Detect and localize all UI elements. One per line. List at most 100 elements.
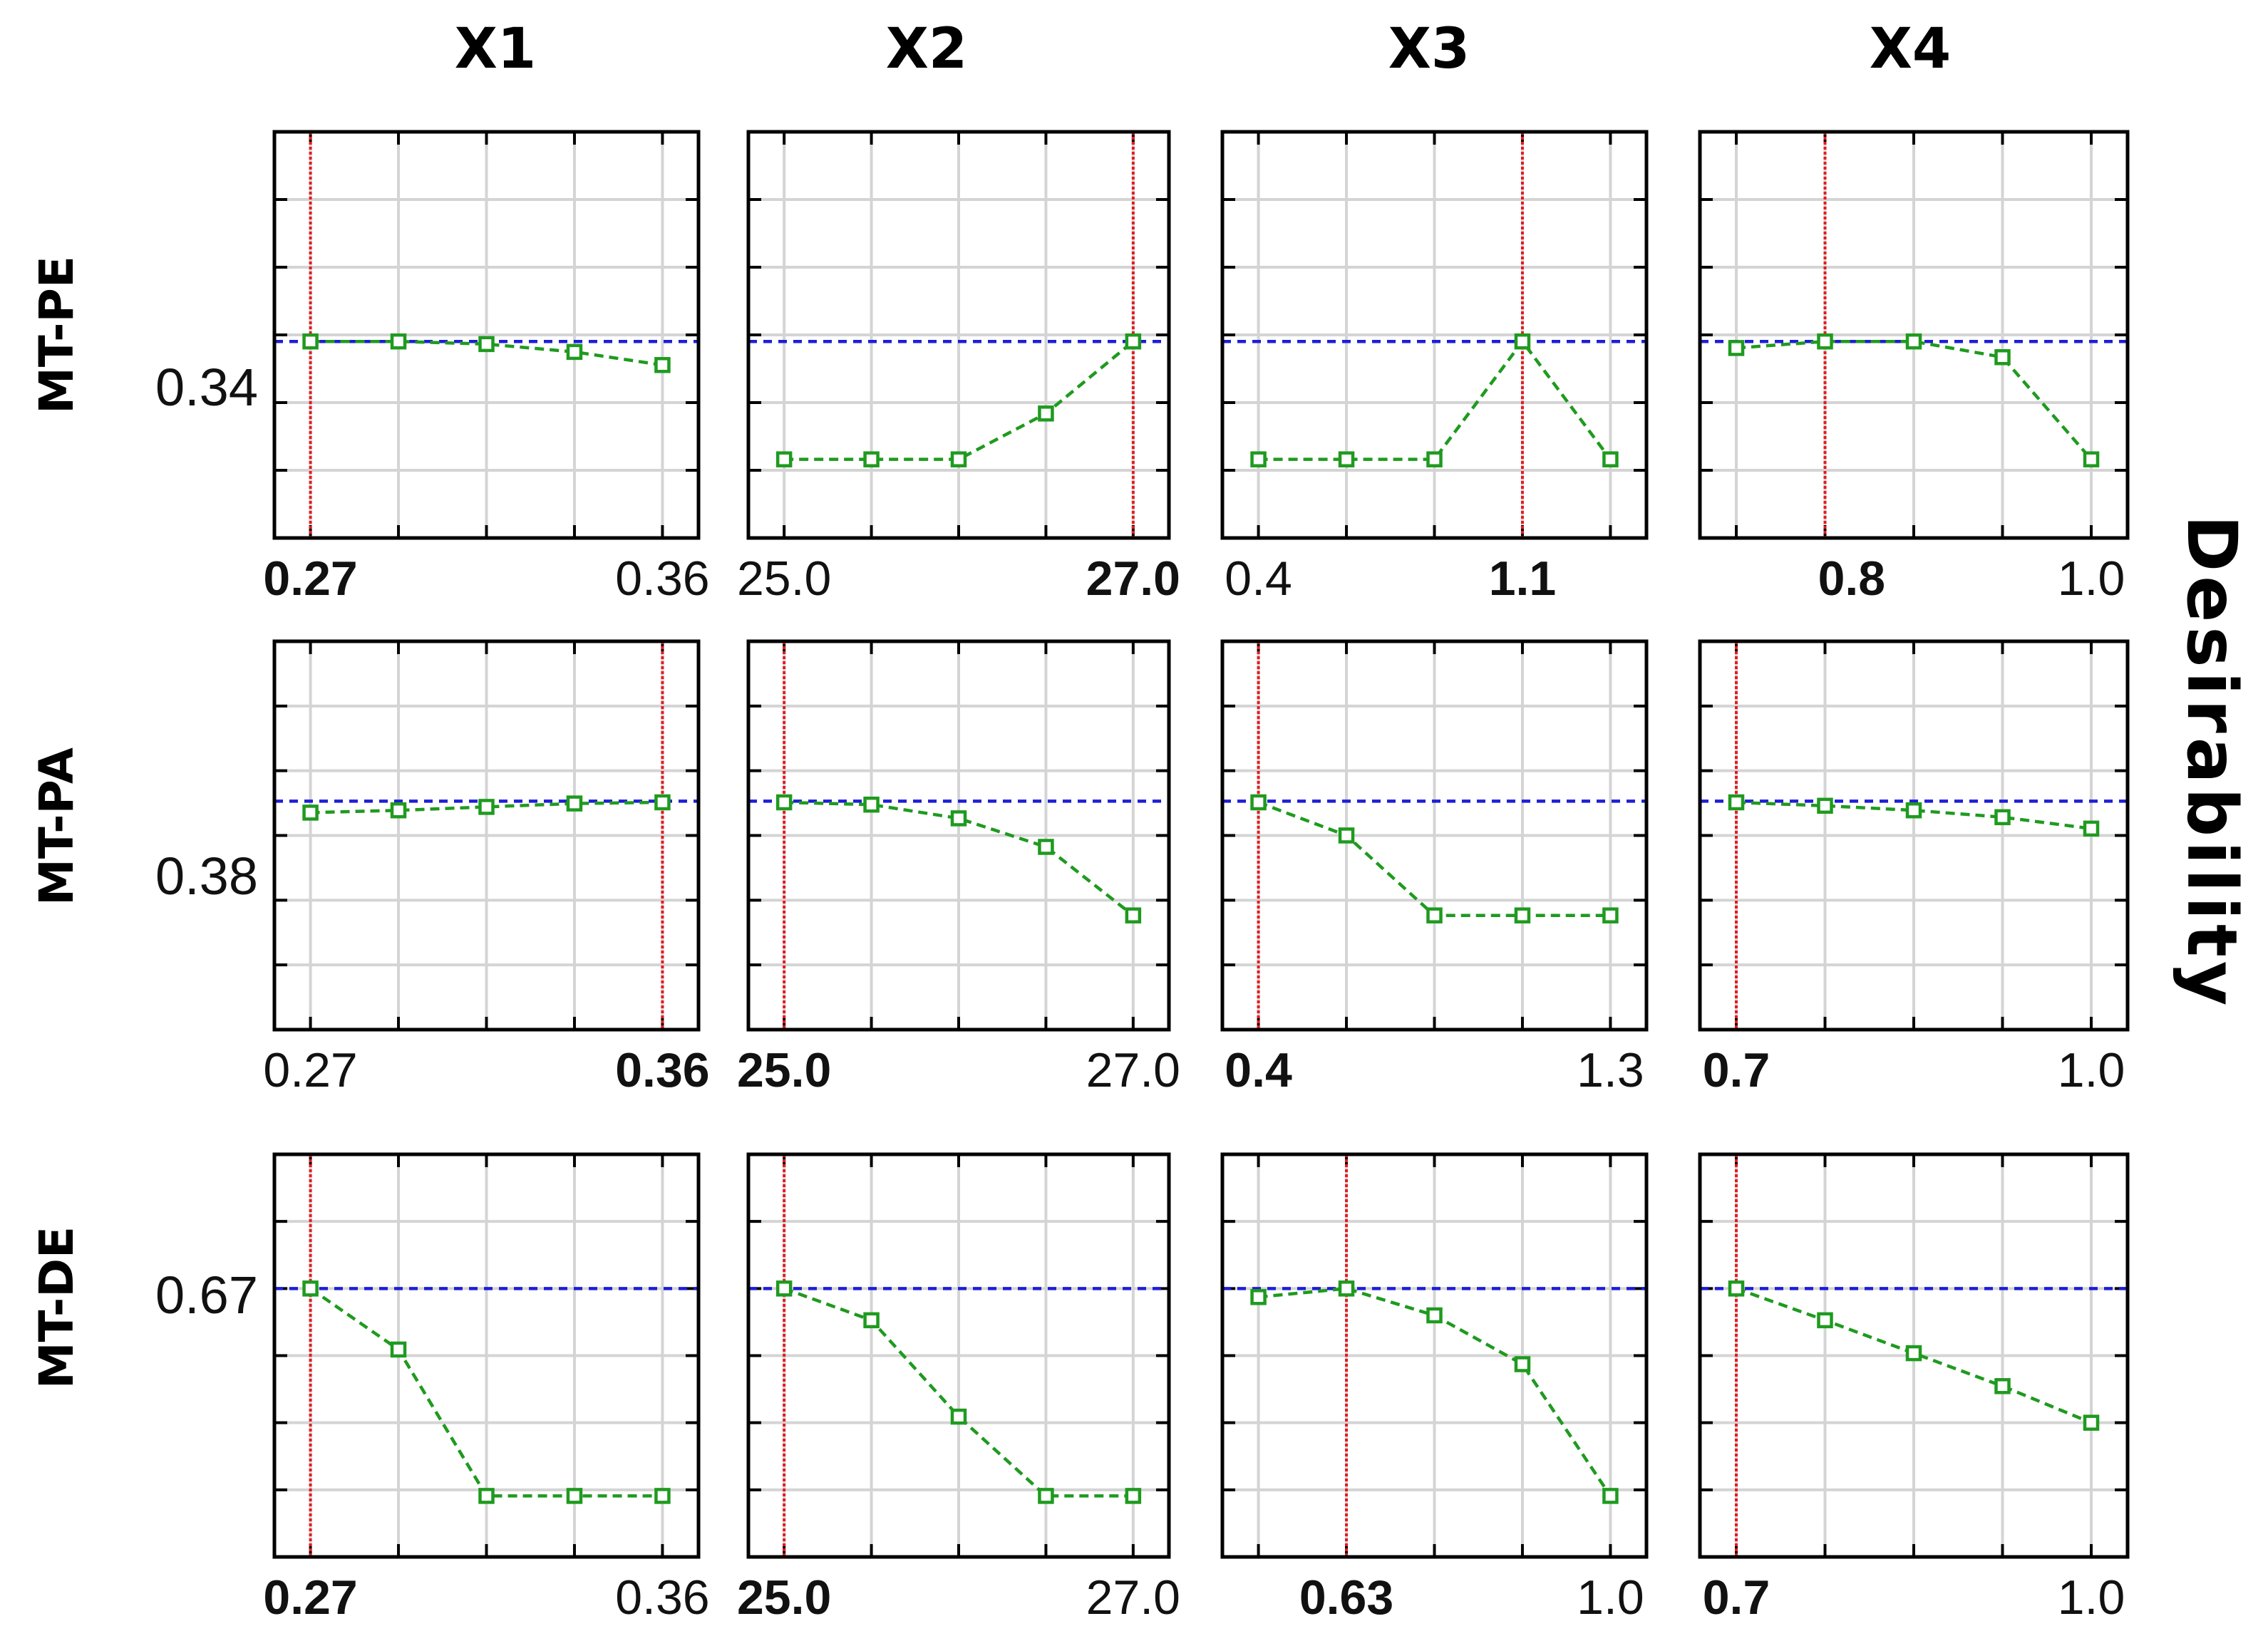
panel-frame-r3c1 bbox=[272, 1152, 701, 1559]
y-value-label-mt-de: 0.67 bbox=[155, 1265, 258, 1325]
data-point-r1c1-3 bbox=[566, 343, 583, 361]
y-value-label-mt-pa: 0.38 bbox=[155, 847, 258, 906]
data-point-r1c3-0 bbox=[1250, 451, 1267, 467]
data-point-r3c1-3 bbox=[566, 1488, 583, 1504]
tick-label-r1c1-0: 0.27 bbox=[263, 552, 357, 606]
panel-frame-r3c4 bbox=[1698, 1152, 2130, 1559]
panel-r3c4: 0.7 1.0 bbox=[1698, 1152, 2130, 1625]
series-line-r3c4 bbox=[1736, 1287, 2092, 1424]
data-point-r1c1-0 bbox=[302, 333, 319, 350]
data-point-r2c2-2 bbox=[950, 810, 967, 827]
data-point-r1c3-1 bbox=[1338, 451, 1355, 467]
data-point-r3c4-1 bbox=[1817, 1312, 1833, 1329]
data-point-r2c2-3 bbox=[1038, 839, 1054, 855]
panel-r1c4: 0.8 1.0 bbox=[1698, 130, 2130, 606]
panel-frame-r2c4 bbox=[1698, 639, 2130, 1032]
data-point-r1c2-4 bbox=[1125, 333, 1142, 350]
panel-frame-r3c2 bbox=[746, 1152, 1171, 1559]
row-label-mt-de: MT-DE bbox=[29, 1226, 84, 1389]
column-title-x2: X2 bbox=[886, 17, 967, 81]
panel-frame-r3c3 bbox=[1220, 1152, 1649, 1559]
panel-frame-r1c3 bbox=[1220, 130, 1649, 540]
panel-frame-r1c1 bbox=[272, 130, 701, 540]
panel-r3c3: 0.63 1.0 bbox=[1220, 1152, 1649, 1625]
tick-label-r2c3-1: 1.3 bbox=[1577, 1043, 1644, 1097]
data-point-r3c1-0 bbox=[302, 1280, 319, 1297]
data-point-r3c3-4 bbox=[1602, 1488, 1619, 1504]
panel-r3c1: 0.27 0.36 bbox=[263, 1152, 710, 1625]
tick-label-r1c1-1: 0.36 bbox=[615, 552, 709, 606]
tick-label-r3c3-0: 0.63 bbox=[1299, 1570, 1393, 1625]
row-label-mt-pa: MT-PA bbox=[29, 747, 84, 906]
data-point-r1c3-4 bbox=[1602, 451, 1619, 467]
panel-r3c2: 25.0 27.0 bbox=[737, 1152, 1180, 1625]
data-point-r1c1-1 bbox=[390, 333, 407, 350]
data-point-r3c2-4 bbox=[1125, 1488, 1142, 1504]
row-label-mt-pe: MT-PE bbox=[29, 256, 84, 414]
tick-label-r3c2-0: 25.0 bbox=[737, 1570, 831, 1625]
data-point-r1c1-2 bbox=[478, 336, 495, 353]
data-point-r2c4-3 bbox=[1994, 809, 2011, 826]
data-point-r1c3-3 bbox=[1514, 333, 1531, 350]
data-point-r3c4-4 bbox=[2083, 1414, 2100, 1431]
tick-label-r2c1-0: 0.27 bbox=[263, 1043, 357, 1097]
data-point-r2c4-0 bbox=[1728, 794, 1745, 811]
data-point-r2c4-1 bbox=[1817, 797, 1833, 814]
data-point-r3c4-0 bbox=[1728, 1280, 1745, 1297]
data-point-r2c1-4 bbox=[654, 794, 671, 811]
data-point-r3c3-3 bbox=[1514, 1356, 1531, 1372]
tick-label-r2c1-1: 0.36 bbox=[615, 1043, 709, 1097]
panel-frame-r1c4 bbox=[1698, 130, 2130, 540]
tick-label-r3c3-1: 1.0 bbox=[1577, 1570, 1644, 1625]
data-point-r3c1-4 bbox=[654, 1488, 671, 1504]
tick-label-r1c4-0: 0.8 bbox=[1818, 552, 1886, 606]
tick-label-r2c2-0: 25.0 bbox=[737, 1043, 831, 1097]
data-point-r1c3-2 bbox=[1426, 451, 1443, 467]
data-point-r1c2-2 bbox=[950, 451, 967, 467]
data-point-r3c2-0 bbox=[775, 1280, 793, 1297]
tick-label-r3c1-1: 0.36 bbox=[615, 1570, 709, 1625]
data-point-r1c2-0 bbox=[775, 451, 793, 467]
data-point-r2c1-1 bbox=[390, 802, 407, 819]
panel-frame-r2c3 bbox=[1220, 639, 1649, 1032]
desirability-side-label: Desirability bbox=[2172, 515, 2252, 1010]
series-line-r2c2 bbox=[784, 800, 1135, 917]
column-title-x1: X1 bbox=[455, 17, 536, 81]
tick-label-r2c4-0: 0.7 bbox=[1703, 1043, 1770, 1097]
data-point-r2c3-1 bbox=[1338, 827, 1355, 844]
panel-r1c2: 25.0 27.0 bbox=[737, 130, 1180, 606]
data-point-r3c1-1 bbox=[390, 1341, 407, 1358]
data-point-r1c2-1 bbox=[863, 451, 880, 467]
data-point-r2c3-2 bbox=[1426, 907, 1443, 923]
tick-label-r3c1-0: 0.27 bbox=[263, 1570, 357, 1625]
panel-r1c1: 0.27 0.36 bbox=[263, 130, 710, 606]
tick-label-r2c4-1: 1.0 bbox=[2058, 1043, 2125, 1097]
data-point-r1c1-4 bbox=[654, 357, 671, 373]
series-line-r2c1 bbox=[310, 800, 663, 814]
data-point-r3c3-2 bbox=[1426, 1307, 1443, 1324]
tick-label-r3c2-1: 27.0 bbox=[1086, 1570, 1180, 1625]
data-point-r2c3-3 bbox=[1514, 907, 1531, 923]
data-point-r1c4-4 bbox=[2083, 451, 2100, 467]
panel-r2c3: 0.4 1.3 bbox=[1220, 639, 1649, 1097]
column-title-x4: X4 bbox=[1870, 17, 1951, 81]
data-point-r2c3-0 bbox=[1250, 794, 1267, 811]
series-line-r3c2 bbox=[783, 1287, 1133, 1498]
data-point-r2c2-0 bbox=[775, 794, 793, 811]
y-value-label-mt-pe: 0.34 bbox=[155, 358, 258, 417]
data-point-r2c3-4 bbox=[1602, 907, 1619, 923]
panel-frame-r2c2 bbox=[746, 639, 1171, 1032]
tick-label-r1c3-1: 1.1 bbox=[1489, 552, 1557, 606]
data-point-r1c2-3 bbox=[1038, 405, 1054, 422]
tick-label-r2c2-1: 27.0 bbox=[1086, 1043, 1180, 1097]
data-point-r2c1-2 bbox=[478, 799, 495, 815]
data-point-r3c2-1 bbox=[863, 1312, 880, 1329]
panel-r2c4: 0.7 1.0 bbox=[1698, 639, 2130, 1097]
panel-r2c1: 0.27 0.36 bbox=[263, 639, 710, 1097]
data-point-r3c3-0 bbox=[1250, 1289, 1267, 1305]
data-point-r3c1-2 bbox=[478, 1488, 495, 1504]
panel-frame-r1c2 bbox=[746, 130, 1171, 540]
panels-group: 0.27 0.36 25.0 27.0 0.4 1.1 0.8 1.0 0.27 0.36 25.0… bbox=[263, 130, 2130, 1625]
data-point-r1c4-0 bbox=[1728, 340, 1745, 356]
